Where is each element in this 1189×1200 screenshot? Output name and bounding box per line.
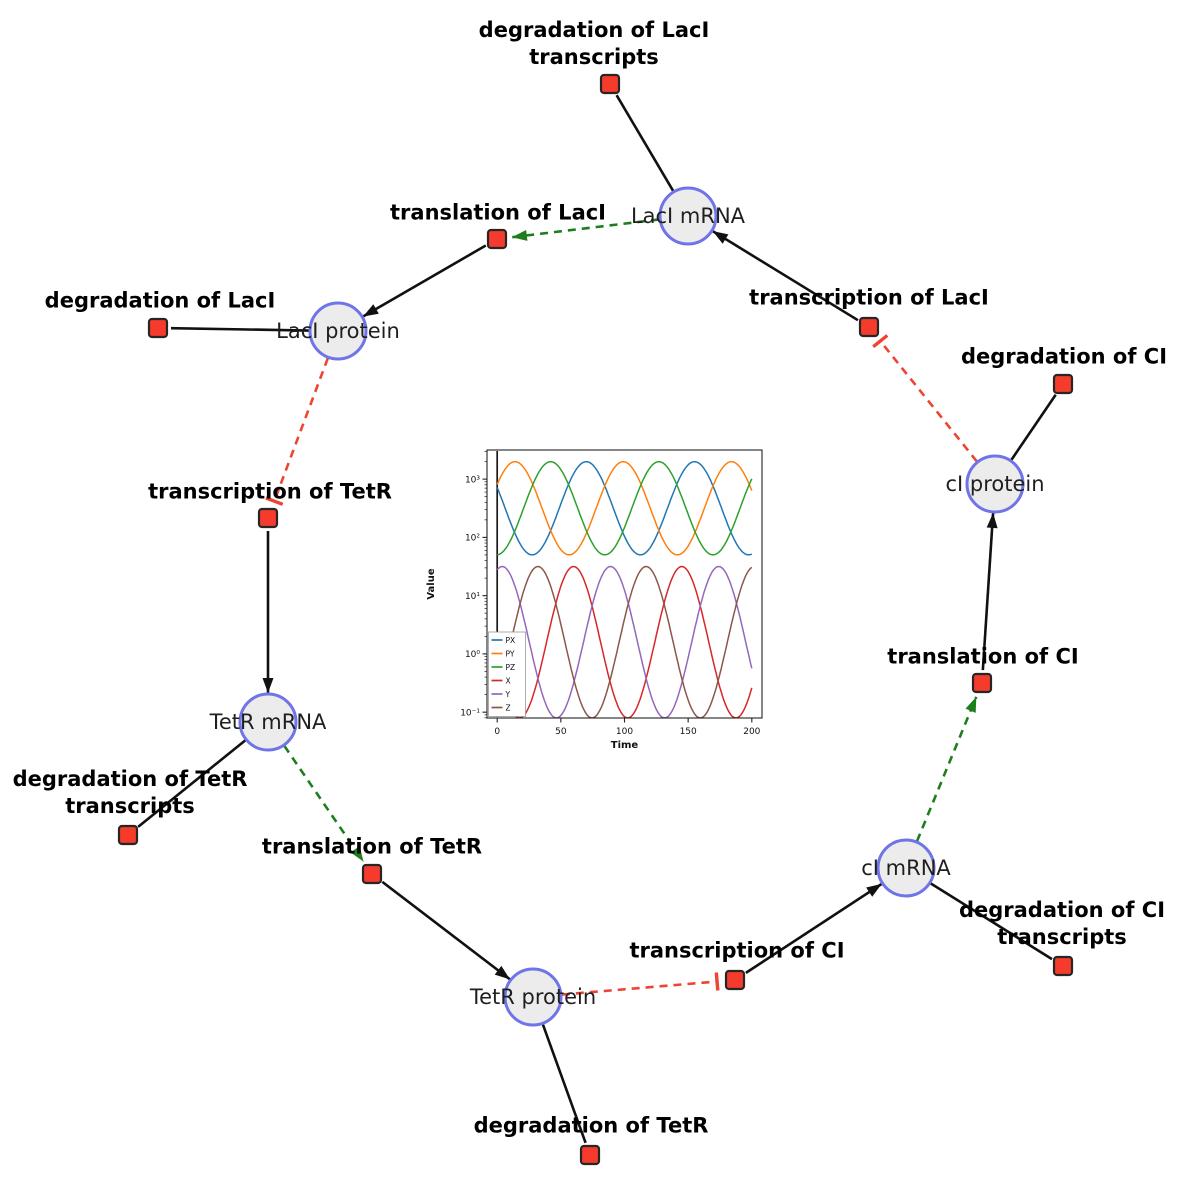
inhibition-tbar [714,972,720,991]
series-line-PZ [497,460,753,556]
legend-label: Y [505,690,511,699]
species-node-tetr-protein[interactable] [503,967,563,1027]
reaction-node-translation-of-laci[interactable] [486,228,508,250]
y-tick-label: 10⁰ [465,650,480,660]
arrowhead [363,304,379,317]
edge-production [362,244,487,318]
reaction-node-degradation-of-laci[interactable] [147,317,169,339]
edge-consumption [929,882,1053,961]
x-axis-label: Time [611,740,639,751]
species-node-laci-mrna[interactable] [658,186,718,246]
edge-inhibition [561,980,718,996]
arrowhead [494,965,510,980]
species-node-laci-protein[interactable] [308,301,368,361]
edge-production [712,230,859,322]
edge-consumption [1010,394,1057,461]
reaction-node-degradation-of-laci-transcripts[interactable] [599,73,621,95]
edge-consumption [541,1023,587,1144]
edges-layer [137,94,1057,1144]
species-node-tetr-mrna[interactable] [238,692,298,752]
edge-consumption [137,739,247,828]
species-node-ci-mrna[interactable] [876,838,936,898]
edge-production [381,880,511,981]
edge-consumption [615,94,675,192]
arrowhead [262,678,274,693]
edge-modifier [915,696,978,842]
reaction-node-transcription-of-ci[interactable] [724,969,746,991]
reaction-node-translation-of-tetr[interactable] [361,863,383,885]
series-line-Z [496,565,753,718]
x-tick-label: 0 [494,727,500,737]
arrowhead [986,512,998,529]
x-tick-label: 200 [743,727,760,737]
reaction-node-degradation-of-tetr[interactable] [579,1144,601,1166]
y-tick-label: 10² [465,534,480,544]
inhibition-tbar [872,334,889,348]
reaction-node-degradation-of-ci-transcripts[interactable] [1052,955,1074,977]
y-tick-label: 10³ [465,475,480,485]
reaction-node-degradation-of-tetr-transcripts[interactable] [117,824,139,846]
legend-box [488,631,526,717]
x-tick-label: 100 [616,727,633,737]
series-line-X [496,565,753,718]
chart-frame [486,449,763,719]
y-axis-label: Value [426,568,437,599]
edge-inhibition [879,340,978,463]
inhibition-tbar [265,496,284,506]
arrowhead [511,229,528,241]
edge-modifier [283,745,365,863]
legend-label: PZ [506,663,516,672]
y-tick-label: 10¹ [465,592,480,602]
arrowhead [866,883,882,897]
timecourse-inset-chart: 10⁻¹ 10⁰ 10¹ 10² 10³ 0 50 100 150 200 Time Value PX P… [420,430,775,760]
arrowhead [712,231,729,244]
series-line-PX [496,460,753,556]
chart-background [420,430,775,760]
reaction-node-translation-of-ci[interactable] [971,672,993,694]
legend-label: Z [506,703,511,712]
arrowhead [350,846,364,862]
arrowhead [965,696,977,713]
nodes-layer [117,73,1074,1166]
species-node-ci-protein[interactable] [965,454,1025,514]
edge-production [745,882,883,974]
legend-label: PY [506,649,515,658]
series-line-PY [496,460,753,556]
legend-label: X [506,676,511,685]
y-tick-label: 10⁻¹ [460,708,480,718]
reaction-node-degradation-of-ci[interactable] [1052,373,1074,395]
edge-production [981,512,995,671]
edge-consumption [170,326,310,332]
reaction-node-transcription-of-tetr[interactable] [257,507,279,529]
reaction-node-transcription-of-laci[interactable] [858,316,880,338]
x-tick-label: 50 [555,727,567,737]
x-tick-label: 150 [680,727,697,737]
edge-inhibition [273,357,330,502]
edge-modifier [511,218,660,239]
legend-label: PX [506,636,516,645]
series-line-Y [496,565,753,718]
